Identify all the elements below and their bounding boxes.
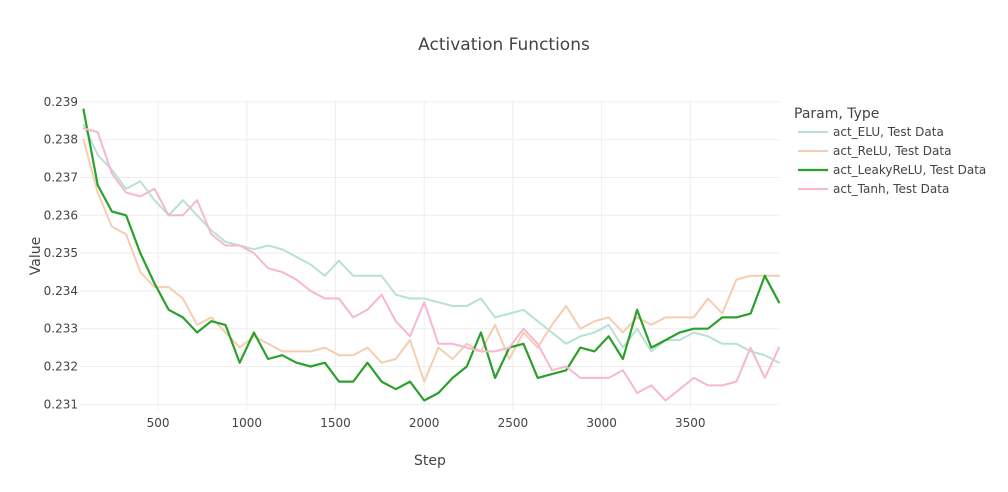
legend-label: act_Tanh, Test Data <box>833 182 949 196</box>
x-tick-label: 1000 <box>231 416 262 430</box>
y-tick-label: 0.239 <box>44 95 78 109</box>
y-tick-labels: 0.231 0.232 0.233 0.234 0.235 0.236 0.237 0.238… <box>44 95 78 411</box>
series-lines <box>82 108 781 402</box>
x-axis-title: Step <box>414 453 446 469</box>
x-tick-label: 3000 <box>586 416 617 430</box>
legend-item[interactable]: act_ReLU, Test Data <box>798 144 951 158</box>
legend-label: act_ELU, Test Data <box>833 125 944 139</box>
y-tick-label: 0.232 <box>44 360 78 374</box>
y-tick-label: 0.234 <box>44 284 78 298</box>
y-tick-label: 0.233 <box>44 322 78 336</box>
legend-label: act_LeakyReLU, Test Data <box>833 163 986 177</box>
y-axis-title: Value <box>28 237 44 275</box>
legend: Param, Type act_ELU, Test Data act_ReLU, … <box>794 106 986 196</box>
y-tick-label: 0.236 <box>44 208 78 222</box>
y-tick-label: 0.238 <box>44 133 78 147</box>
series-line <box>82 127 780 402</box>
series-line <box>82 138 780 383</box>
chart-title: Activation Functions <box>418 35 590 55</box>
y-tick-label: 0.235 <box>44 246 78 260</box>
x-tick-label: 500 <box>147 416 170 430</box>
x-tick-label: 1500 <box>320 416 351 430</box>
y-gridlines <box>80 101 779 405</box>
y-tick-label: 0.231 <box>44 397 78 411</box>
x-tick-label: 2500 <box>498 416 529 430</box>
x-tick-label: 2000 <box>409 416 440 430</box>
legend-label: act_ReLU, Test Data <box>833 144 951 158</box>
legend-item[interactable]: act_LeakyReLU, Test Data <box>798 163 986 177</box>
x-gridlines <box>157 100 691 410</box>
series-line <box>82 108 781 402</box>
x-tick-label: 3500 <box>675 416 706 430</box>
y-tick-label: 0.237 <box>44 171 78 185</box>
series-line <box>82 123 780 364</box>
legend-item[interactable]: act_ELU, Test Data <box>798 125 944 139</box>
legend-title: Param, Type <box>794 106 879 122</box>
x-tick-labels: 500 1000 1500 2000 2500 3000 3500 <box>147 416 706 430</box>
legend-item[interactable]: act_Tanh, Test Data <box>798 182 949 196</box>
